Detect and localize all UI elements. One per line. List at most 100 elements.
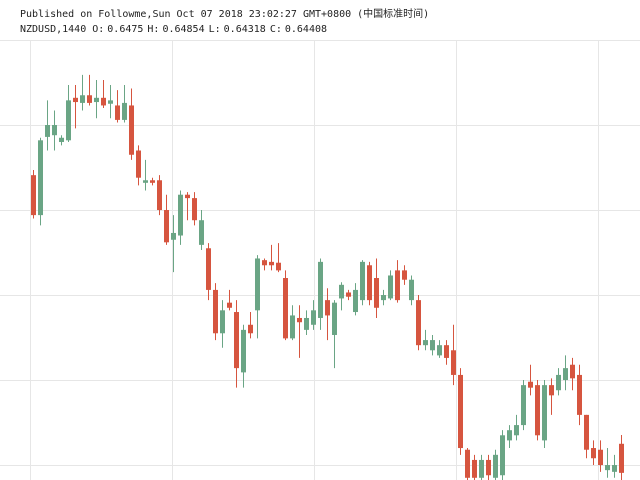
ohlc-label: H:: [147, 24, 160, 35]
ohlc-label: C:: [269, 24, 282, 35]
candle-body: [129, 105, 134, 155]
candle-body: [346, 292, 351, 297]
candle-body: [283, 278, 288, 339]
candle-body: [577, 374, 582, 415]
candle-body: [241, 329, 246, 373]
candle-body: [101, 97, 106, 106]
candle-body: [52, 125, 57, 136]
candle-body: [556, 374, 561, 391]
candle-body: [59, 137, 64, 143]
candle-body: [521, 385, 526, 426]
candle-body: [507, 430, 512, 441]
candle-body: [486, 459, 491, 476]
candle-body: [318, 261, 323, 318]
candle-body: [563, 368, 568, 381]
candle-body: [528, 381, 533, 388]
candle-body: [605, 465, 610, 471]
vertical-grid: [30, 40, 599, 480]
candle-body: [395, 270, 400, 301]
candle-body: [178, 194, 183, 236]
candle-body: [38, 140, 43, 216]
candle-body: [269, 261, 274, 266]
candle-body: [472, 459, 477, 478]
ohlc-label: L:: [208, 24, 221, 35]
candle-body: [87, 95, 92, 103]
candle-body: [227, 302, 232, 308]
candle-body: [465, 449, 470, 478]
candle-body: [514, 425, 519, 436]
candle-body: [80, 95, 85, 103]
candle-body: [73, 97, 78, 103]
candle-body: [325, 300, 330, 316]
candle-body: [157, 180, 162, 211]
ohlc-value: 0.64318: [223, 24, 266, 35]
candle-body: [206, 248, 211, 290]
candle-body: [353, 289, 358, 313]
candle-body: [108, 100, 113, 104]
candle-body: [402, 270, 407, 280]
candle-body: [332, 302, 337, 335]
candle-body: [360, 261, 365, 301]
candle-body: [290, 315, 295, 339]
candle-body: [122, 102, 127, 120]
candle-body: [451, 350, 456, 375]
candle-body: [66, 100, 71, 141]
candle-body: [388, 275, 393, 299]
candle-body: [115, 105, 120, 120]
ohlc-value: 0.64408: [284, 24, 328, 35]
candle-body: [276, 262, 281, 271]
candle-body: [185, 194, 190, 199]
candle-body: [171, 232, 176, 240]
candle-body: [374, 278, 379, 308]
candle-body: [94, 97, 99, 103]
ohlc-values: O: 0.6475 H: 0.64854 L: 0.64318 C: 0.64408: [86, 24, 331, 35]
candle-body: [45, 125, 50, 137]
candle-body: [479, 459, 484, 478]
candle-body: [416, 300, 421, 346]
candle-body: [458, 374, 463, 449]
candle-body: [136, 150, 141, 178]
candle-body: [591, 448, 596, 459]
published-line: Published on Followme,Sun Oct 07 2018 23…: [20, 9, 430, 20]
candle-body: [31, 175, 36, 216]
candle-body: [234, 312, 239, 369]
candle-body: [248, 324, 253, 334]
candle-body: [612, 465, 617, 472]
candle-body: [549, 385, 554, 396]
candle-body: [297, 317, 302, 323]
candle-body: [493, 454, 498, 478]
candle-body: [409, 279, 414, 301]
candle-body: [500, 435, 505, 476]
candle-body: [311, 310, 316, 325]
candle-body: [619, 443, 624, 473]
candle-body: [199, 220, 204, 245]
candle-body: [430, 340, 435, 351]
candle-body: [535, 385, 540, 436]
candle-body: [584, 414, 589, 450]
symbol: NZDUSD,1440: [20, 24, 87, 35]
candle-body: [381, 295, 386, 301]
candle-body: [143, 180, 148, 183]
candle-body: [542, 385, 547, 441]
ohlc-value: 0.64854: [162, 24, 205, 35]
ohlc-line: NZDUSD,1440 O: 0.6475 H: 0.64854 L: 0.64318 C: 0…: [20, 22, 429, 37]
candle-body: [598, 449, 603, 466]
candle-body: [150, 180, 155, 183]
ohlc-value: 0.6475: [107, 24, 144, 35]
header: Published on Followme,Sun Oct 07 2018 23…: [20, 7, 429, 37]
candle-body: [444, 345, 449, 358]
candle-body: [220, 310, 225, 334]
candle-body: [339, 284, 344, 299]
candle-body: [437, 345, 442, 356]
candle-body: [255, 258, 260, 311]
candle-body: [367, 265, 372, 301]
candle-body: [192, 198, 197, 221]
candle-body: [262, 260, 267, 266]
candle-body: [164, 210, 169, 243]
candle-body: [570, 364, 575, 379]
ohlc-label: O:: [92, 24, 105, 35]
candle-body: [304, 317, 309, 330]
candle-body: [423, 340, 428, 346]
